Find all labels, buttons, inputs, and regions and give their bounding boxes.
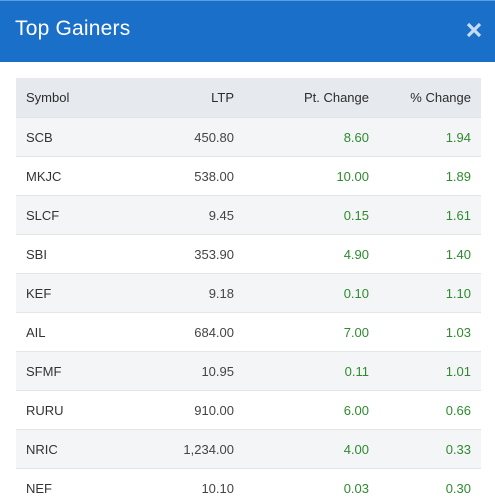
cell-pct-change: 1.01 xyxy=(379,351,481,391)
cell-pct-change: 0.30 xyxy=(379,468,481,500)
cell-symbol: AIL xyxy=(16,312,136,352)
table-row[interactable]: AIL 684.00 7.00 1.03 xyxy=(16,312,481,352)
close-icon[interactable] xyxy=(463,19,485,41)
table-row[interactable]: MKJC 538.00 10.00 1.89 xyxy=(16,156,481,196)
table-row[interactable]: SLCF 9.45 0.15 1.61 xyxy=(16,195,481,235)
table-header: Symbol LTP Pt. Change % Change xyxy=(16,78,481,118)
table-row[interactable]: NEF 10.10 0.03 0.30 xyxy=(16,468,481,500)
column-header-ltp[interactable]: LTP xyxy=(136,78,244,118)
cell-pt-change: 10.00 xyxy=(244,156,379,196)
cell-pt-change: 0.03 xyxy=(244,468,379,500)
table-row[interactable]: KEF 9.18 0.10 1.10 xyxy=(16,273,481,313)
cell-ltp: 9.18 xyxy=(136,273,244,313)
table-row[interactable]: NRIC 1,234.00 4.00 0.33 xyxy=(16,429,481,469)
cell-ltp: 10.10 xyxy=(136,468,244,500)
cell-ltp: 1,234.00 xyxy=(136,429,244,469)
cell-pt-change: 8.60 xyxy=(244,117,379,157)
cell-ltp: 10.95 xyxy=(136,351,244,391)
cell-pct-change: 1.40 xyxy=(379,234,481,274)
cell-symbol: SBI xyxy=(16,234,136,274)
cell-ltp: 450.80 xyxy=(136,117,244,157)
cell-symbol: KEF xyxy=(16,273,136,313)
cell-symbol: SFMF xyxy=(16,351,136,391)
cell-pt-change: 7.00 xyxy=(244,312,379,352)
cell-pt-change: 0.10 xyxy=(244,273,379,313)
modal-header: Top Gainers xyxy=(0,0,495,62)
cell-pct-change: 1.94 xyxy=(379,117,481,157)
cell-symbol: NEF xyxy=(16,468,136,500)
table-header-row: Symbol LTP Pt. Change % Change xyxy=(16,78,481,118)
cell-pt-change: 0.15 xyxy=(244,195,379,235)
cell-symbol: MKJC xyxy=(16,156,136,196)
cell-ltp: 9.45 xyxy=(136,195,244,235)
column-header-pct-change[interactable]: % Change xyxy=(379,78,481,118)
table-row[interactable]: SFMF 10.95 0.11 1.01 xyxy=(16,351,481,391)
cell-symbol: SCB xyxy=(16,117,136,157)
cell-pct-change: 1.61 xyxy=(379,195,481,235)
column-header-symbol[interactable]: Symbol xyxy=(16,78,136,118)
cell-pt-change: 0.11 xyxy=(244,351,379,391)
column-header-pt-change[interactable]: Pt. Change xyxy=(244,78,379,118)
cell-symbol: RURU xyxy=(16,390,136,430)
cell-pct-change: 1.03 xyxy=(379,312,481,352)
cell-pct-change: 0.66 xyxy=(379,390,481,430)
table-row[interactable]: SBI 353.90 4.90 1.40 xyxy=(16,234,481,274)
cell-ltp: 910.00 xyxy=(136,390,244,430)
cell-ltp: 538.00 xyxy=(136,156,244,196)
cell-pt-change: 6.00 xyxy=(244,390,379,430)
cell-symbol: SLCF xyxy=(16,195,136,235)
modal-title: Top Gainers xyxy=(15,17,131,40)
gainers-table-container: Symbol LTP Pt. Change % Change SCB 450.80… xyxy=(16,78,481,500)
cell-pct-change: 1.89 xyxy=(379,156,481,196)
cell-pt-change: 4.90 xyxy=(244,234,379,274)
gainers-table: Symbol LTP Pt. Change % Change SCB 450.80… xyxy=(16,78,481,500)
cell-pct-change: 1.10 xyxy=(379,273,481,313)
table-row[interactable]: RURU 910.00 6.00 0.66 xyxy=(16,390,481,430)
cell-symbol: NRIC xyxy=(16,429,136,469)
cell-pt-change: 4.00 xyxy=(244,429,379,469)
cell-pct-change: 0.33 xyxy=(379,429,481,469)
table-row[interactable]: SCB 450.80 8.60 1.94 xyxy=(16,117,481,157)
cell-ltp: 684.00 xyxy=(136,312,244,352)
cell-ltp: 353.90 xyxy=(136,234,244,274)
table-body: SCB 450.80 8.60 1.94 MKJC 538.00 10.00 1.89 SLCF… xyxy=(16,117,481,500)
